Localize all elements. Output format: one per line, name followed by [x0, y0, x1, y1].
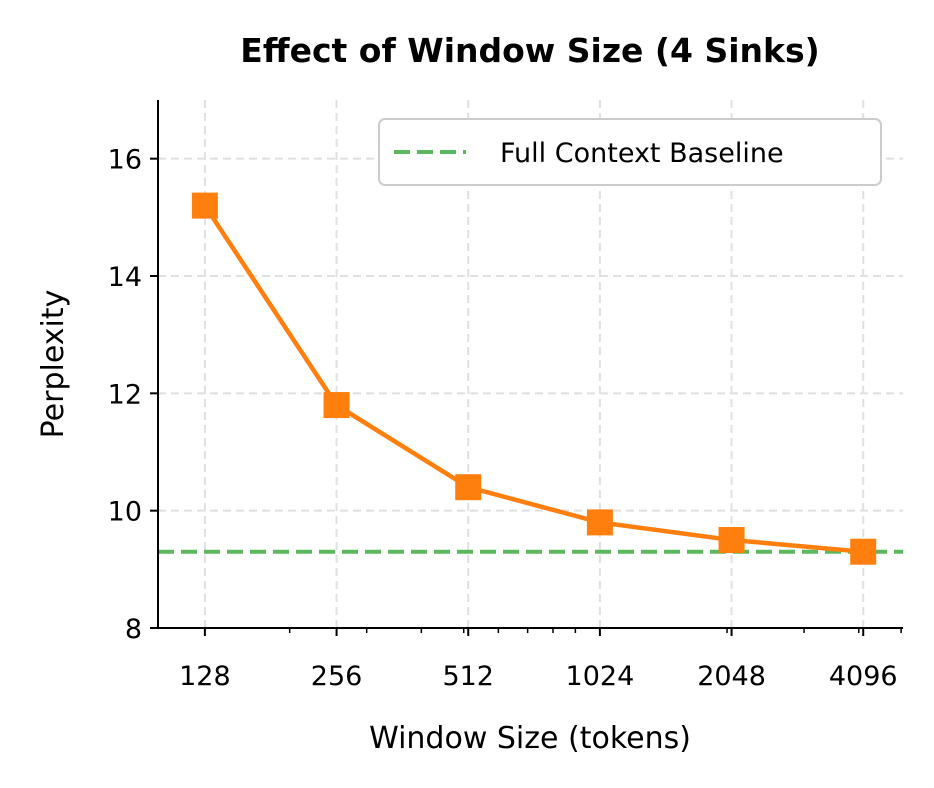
y-tick-label: 14: [108, 262, 142, 293]
data-point: [586, 509, 613, 536]
ticks: 128 256 512 1024 2048 4096 8 10 12 14 16: [108, 145, 902, 692]
x-tick-label: 128: [179, 661, 231, 692]
series: [191, 192, 877, 565]
x-tick-label: 512: [442, 661, 494, 692]
y-tick-label: 16: [108, 145, 142, 176]
data-point: [323, 392, 350, 419]
data-point: [191, 192, 218, 219]
series-line: [203, 204, 864, 554]
data-point: [718, 527, 745, 553]
axes: [157, 100, 903, 629]
x-tick-label: 256: [311, 661, 363, 692]
y-tick-label: 8: [125, 614, 142, 645]
legend: Full Context Baseline: [378, 118, 882, 186]
y-tick-label: 10: [108, 497, 142, 528]
legend-box: [378, 118, 882, 186]
y-axis-label: Perplexity: [36, 290, 71, 439]
legend-label: Full Context Baseline: [500, 138, 784, 169]
data-point: [455, 474, 482, 501]
x-tick-label: 4096: [829, 661, 898, 692]
chart-title: Effect of Window Size (4 Sinks): [240, 31, 819, 70]
x-axis-label: Window Size (tokens): [369, 721, 691, 756]
x-tick-label: 2048: [697, 661, 766, 692]
x-tick-label: 1024: [566, 661, 635, 692]
data-point: [850, 538, 877, 565]
y-tick-label: 12: [108, 379, 142, 410]
